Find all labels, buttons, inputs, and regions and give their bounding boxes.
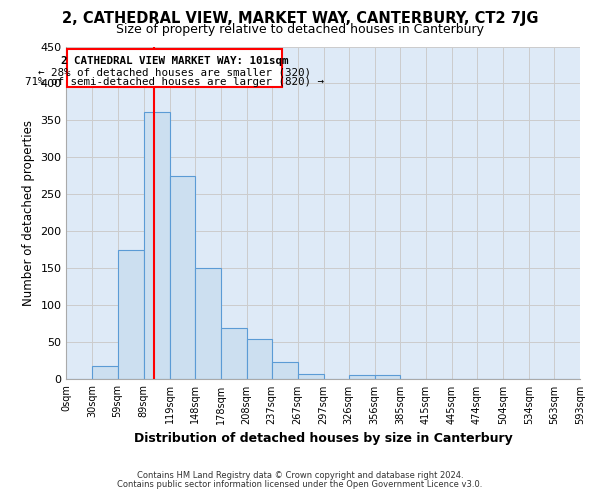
Bar (170, 176, 194, 380)
Text: 71% of semi-detached houses are larger (820) →: 71% of semi-detached houses are larger (… (25, 77, 324, 87)
Bar (375, 375, 400, 380)
Bar (118, 250, 143, 380)
Bar (247, 338, 272, 380)
FancyBboxPatch shape (67, 48, 282, 87)
Bar (143, 112, 170, 380)
Y-axis label: Number of detached properties: Number of detached properties (22, 120, 35, 306)
Bar (272, 362, 298, 380)
Bar (221, 328, 247, 380)
Text: ← 28% of detached houses are smaller (320): ← 28% of detached houses are smaller (32… (38, 67, 311, 77)
Text: Size of property relative to detached houses in Canterbury: Size of property relative to detached ho… (116, 22, 484, 36)
Text: Contains HM Land Registry data © Crown copyright and database right 2024.: Contains HM Land Registry data © Crown c… (137, 471, 463, 480)
Bar (92, 366, 118, 380)
Text: 2, CATHEDRAL VIEW, MARKET WAY, CANTERBURY, CT2 7JG: 2, CATHEDRAL VIEW, MARKET WAY, CANTERBUR… (62, 11, 538, 26)
Bar (298, 374, 323, 380)
Bar (194, 268, 221, 380)
Bar (503, 378, 529, 380)
Bar (426, 378, 452, 380)
Text: Contains public sector information licensed under the Open Government Licence v3: Contains public sector information licen… (118, 480, 482, 489)
Text: 2 CATHEDRAL VIEW MARKET WAY: 101sqm: 2 CATHEDRAL VIEW MARKET WAY: 101sqm (61, 56, 289, 66)
Bar (349, 375, 375, 380)
X-axis label: Distribution of detached houses by size in Canterbury: Distribution of detached houses by size … (134, 432, 512, 445)
